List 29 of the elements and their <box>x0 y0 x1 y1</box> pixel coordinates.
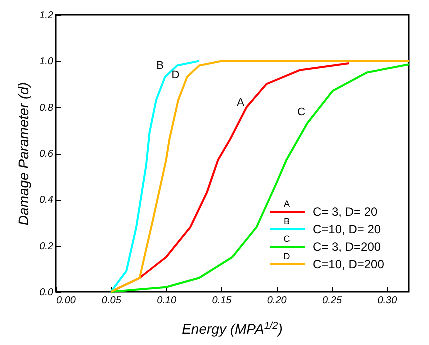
y-tick-label: 0.4 <box>40 195 54 206</box>
x-tick-label: 0.30 <box>378 296 398 306</box>
y-tick-label: 0.6 <box>40 149 54 160</box>
x-tick-label: 0.25 <box>322 296 342 306</box>
annotation: D <box>172 69 180 82</box>
x-tick-label: 0.10 <box>157 296 177 306</box>
text: A <box>284 199 290 209</box>
x-tick-label: 0.00 <box>56 296 76 306</box>
y-axis-title: Damage Parameter (d) <box>16 82 32 226</box>
text: D <box>284 252 290 262</box>
y-tick-label: 0.8 <box>40 102 54 114</box>
annotation: B <box>156 60 164 72</box>
legend-label: C=10, D= 20 <box>313 222 382 236</box>
legend-label: C= 3, D= 20 <box>313 205 378 219</box>
x-tick-label: 0.15 <box>212 296 232 306</box>
annotation: C <box>298 106 306 118</box>
text: C <box>284 234 290 244</box>
y-tick-label: 1.0 <box>40 56 54 68</box>
y-tick-label: 0.2 <box>40 241 54 252</box>
y-tick-label: 1.2 <box>40 10 54 22</box>
legend-label: C=10, D=200 <box>313 258 385 272</box>
x-tick-label: 0.20 <box>267 296 288 306</box>
x-axis-title: Energy (MPA$^{1/2}$) <box>182 320 283 337</box>
legend-label: C= 3, D=200 <box>313 240 382 254</box>
line-series <box>110 60 200 293</box>
text: B <box>284 216 290 226</box>
y-tick-label: 0.0 <box>40 288 54 298</box>
annotation: A <box>237 97 246 110</box>
x-tick-label: 0.05 <box>102 296 122 306</box>
